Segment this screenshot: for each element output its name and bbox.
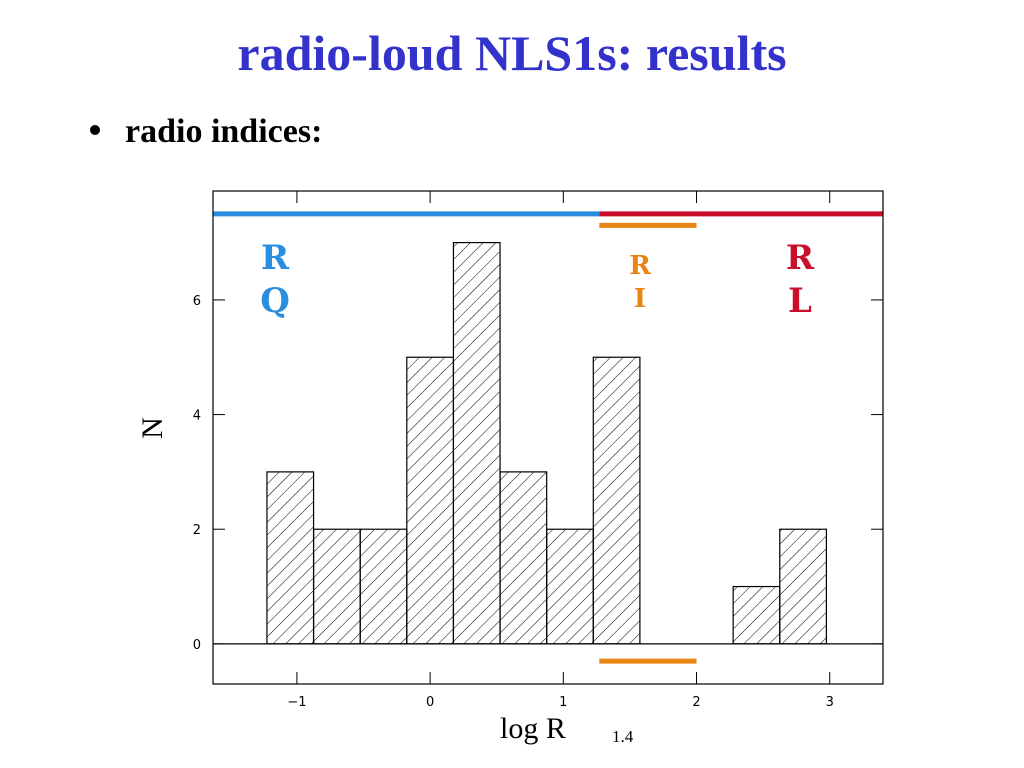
plot-frame xyxy=(212,190,884,685)
y-tick-label: 6 xyxy=(193,294,201,309)
x-axis-label-subscript: 1.4 xyxy=(612,727,634,746)
x-tick-label: −1 xyxy=(287,695,306,710)
bar xyxy=(732,585,781,645)
region-label: R xyxy=(786,238,815,278)
bar xyxy=(779,528,827,645)
bar xyxy=(359,528,408,645)
y-axis-label: N xyxy=(136,417,169,439)
bar xyxy=(499,471,548,645)
y-tick-label: 0 xyxy=(193,638,201,653)
bullet-dot xyxy=(90,125,100,135)
y-tick-label: 2 xyxy=(193,523,201,538)
region-label: L xyxy=(788,281,812,321)
bar xyxy=(312,528,361,645)
region-label: Q xyxy=(260,281,290,321)
x-axis-label: log R xyxy=(500,712,566,745)
y-tick-label: 4 xyxy=(193,409,201,424)
region-label: R xyxy=(261,238,290,278)
bar xyxy=(266,471,315,645)
region-label: R xyxy=(629,251,651,281)
x-tick-label: 0 xyxy=(426,695,434,710)
x-tick-label: 2 xyxy=(692,695,700,710)
region-label: I xyxy=(634,284,646,314)
bar xyxy=(592,356,641,645)
x-tick-label: 3 xyxy=(826,695,834,710)
bar xyxy=(452,241,501,645)
x-tick-label: 1 xyxy=(559,695,567,710)
bar xyxy=(406,356,455,645)
slide-title: radio-loud NLS1s: results xyxy=(237,25,786,81)
bullet-text: radio indices: xyxy=(125,113,322,150)
bar xyxy=(546,528,594,645)
